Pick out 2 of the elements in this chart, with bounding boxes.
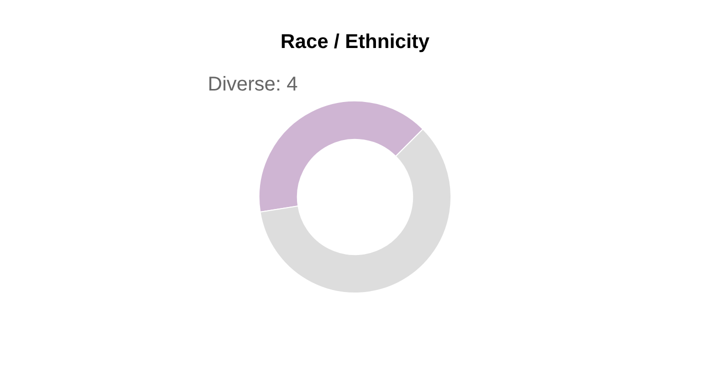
chart-title: Race / Ethnicity bbox=[280, 31, 430, 53]
slice-label: Diverse: 4 bbox=[208, 74, 298, 96]
